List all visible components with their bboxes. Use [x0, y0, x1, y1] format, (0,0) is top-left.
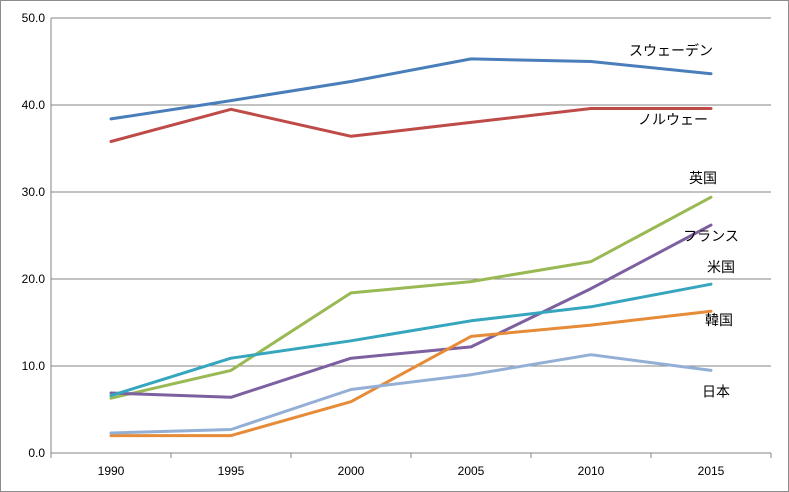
x-tick-label: 1990: [98, 464, 125, 478]
y-tick-label: 40.0: [22, 98, 46, 112]
y-tick-label: 20.0: [22, 272, 46, 286]
series-line: [109, 223, 713, 399]
series-label: 米国: [707, 260, 735, 276]
series-label: ノルウェー: [638, 112, 708, 128]
axes: 0.0 10.0 20.0 30.0 40.0 50.0 1990 1995 2000 2005 2…: [22, 11, 772, 478]
series-label: 日本: [702, 384, 730, 400]
x-tick-label: 2005: [458, 464, 485, 478]
series-label: スウェーデン: [629, 43, 713, 60]
series-line: [109, 282, 713, 398]
x-tick-label: 2015: [698, 464, 725, 478]
series-line: [109, 353, 713, 435]
y-tick-label: 30.0: [22, 185, 46, 199]
y-tick-label: 50.0: [22, 11, 46, 25]
series-line: [109, 107, 713, 143]
series-label: 英国: [689, 170, 717, 187]
x-tick-label: 2000: [338, 464, 365, 478]
series-line: [109, 195, 713, 400]
series-label: 韓国: [705, 313, 733, 329]
series-lines: [109, 57, 713, 438]
series-line: [109, 309, 713, 438]
gridlines: [51, 17, 771, 367]
x-tick-label: 1995: [218, 464, 245, 478]
series-label: フランス: [683, 229, 739, 245]
series-line: [109, 57, 713, 121]
y-tick-label: 0.0: [28, 446, 45, 460]
y-tick-label: 10.0: [22, 359, 46, 373]
x-tick-label: 2010: [578, 464, 605, 478]
